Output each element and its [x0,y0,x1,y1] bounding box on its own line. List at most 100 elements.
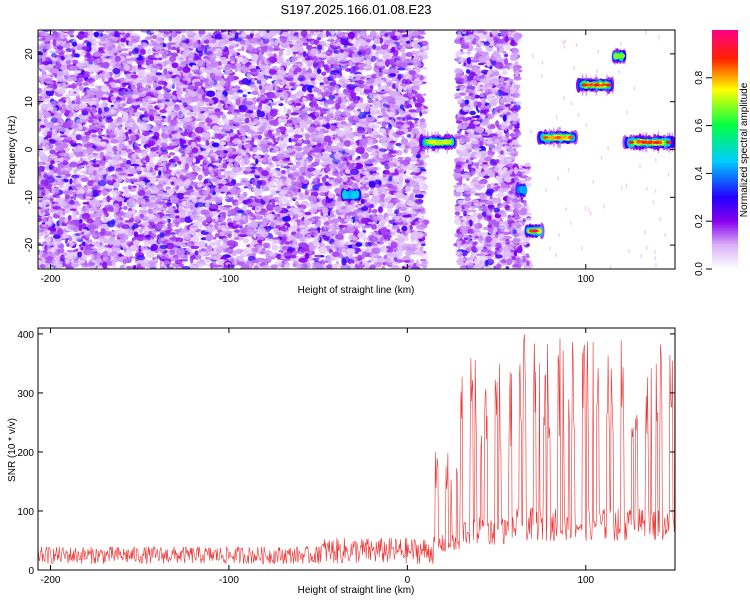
noise-blob [253,264,259,269]
noise-blob [421,215,425,219]
noise-blob [323,64,330,71]
noise-blob [329,130,339,135]
noise-blob [237,144,243,149]
noise-blob [38,136,43,142]
noise-blob [313,254,322,258]
noise-blob [302,139,311,145]
noise-blob [157,90,162,94]
noise-blob [284,241,290,245]
noise-blob [78,170,88,174]
noise-blob [115,63,120,68]
noise-blob [422,67,427,70]
noise-blob [197,174,203,181]
noise-blob [419,40,429,46]
noise-blob [422,93,427,96]
noise-blob [208,39,217,44]
noise-blob [265,150,269,156]
noise-blob [364,108,370,113]
noise-blob [133,231,139,238]
noise-blob [74,200,79,204]
noise-blob [287,162,294,166]
noise-blob [38,242,42,245]
noise-blob [377,88,382,92]
noise-blob [48,50,56,54]
noise-blob [238,234,248,238]
noise-blob [285,148,294,153]
noise-blob [206,106,215,110]
noise-blob [391,264,400,269]
noise-blob [67,97,71,104]
noise-blob [292,220,296,227]
noise-blob [255,215,262,220]
noise-blob [247,212,254,216]
noise-blob [181,151,186,157]
noise-blob [378,128,387,134]
noise-blob [88,153,94,159]
noise-blob [324,81,332,85]
noise-blob [267,53,274,57]
noise-blob [283,106,288,113]
noise-blob [82,241,86,246]
noise-blob [209,204,216,210]
noise-blob [197,101,205,107]
noise-blob [337,216,342,220]
noise-blob [247,91,251,95]
noise-blob [76,237,82,241]
noise-blob [240,251,247,256]
noise-blob [168,82,173,89]
noise-blob [196,215,205,223]
noise-blob [42,216,47,223]
noise-blob [189,251,194,256]
noise-blob [124,121,128,128]
noise-blob [329,36,338,39]
noise-blob [306,44,310,50]
noise-blob [70,241,76,246]
noise-blob [370,109,376,117]
noise-blob [227,233,232,239]
noise-blob [242,237,249,244]
noise-blob [215,233,219,238]
noise-blob [174,215,180,219]
noise-blob [261,247,266,251]
noise-blob [69,34,75,38]
noise-blob [295,91,303,96]
noise-blob [418,238,423,242]
noise-blob [80,263,89,266]
noise-blob [172,81,179,84]
noise-blob [185,82,192,86]
noise-blob [109,133,115,138]
noise-blob [379,236,384,242]
noise-blob [168,152,176,156]
noise-blob [145,186,149,190]
noise-blob [330,30,336,36]
noise-blob [145,36,153,41]
noise-blob [246,234,254,237]
noise-blob [120,37,127,43]
noise-blob [190,256,194,264]
figure-title: S197.2025.166.01.08.E23 [280,2,431,17]
noise-blob [64,185,70,189]
noise-blob [417,30,425,35]
noise-blob [311,161,320,167]
noise-blob [251,90,259,95]
noise-blob [161,215,172,220]
noise-blob [181,34,186,42]
noise-blob [397,234,403,237]
noise-blob [170,47,179,51]
noise-blob [405,117,415,121]
noise-blob [293,196,298,200]
noise-blob [175,147,179,153]
noise-blob [95,73,99,81]
noise-blob [125,30,135,34]
noise-blob [242,94,247,98]
noise-blob [291,216,295,220]
noise-blob [64,73,71,77]
noise-blob [66,49,70,53]
noise-blob [152,83,157,90]
noise-blob [265,242,271,247]
noise-blob [125,266,133,269]
noise-blob [423,232,427,237]
noise-blob [284,222,290,227]
